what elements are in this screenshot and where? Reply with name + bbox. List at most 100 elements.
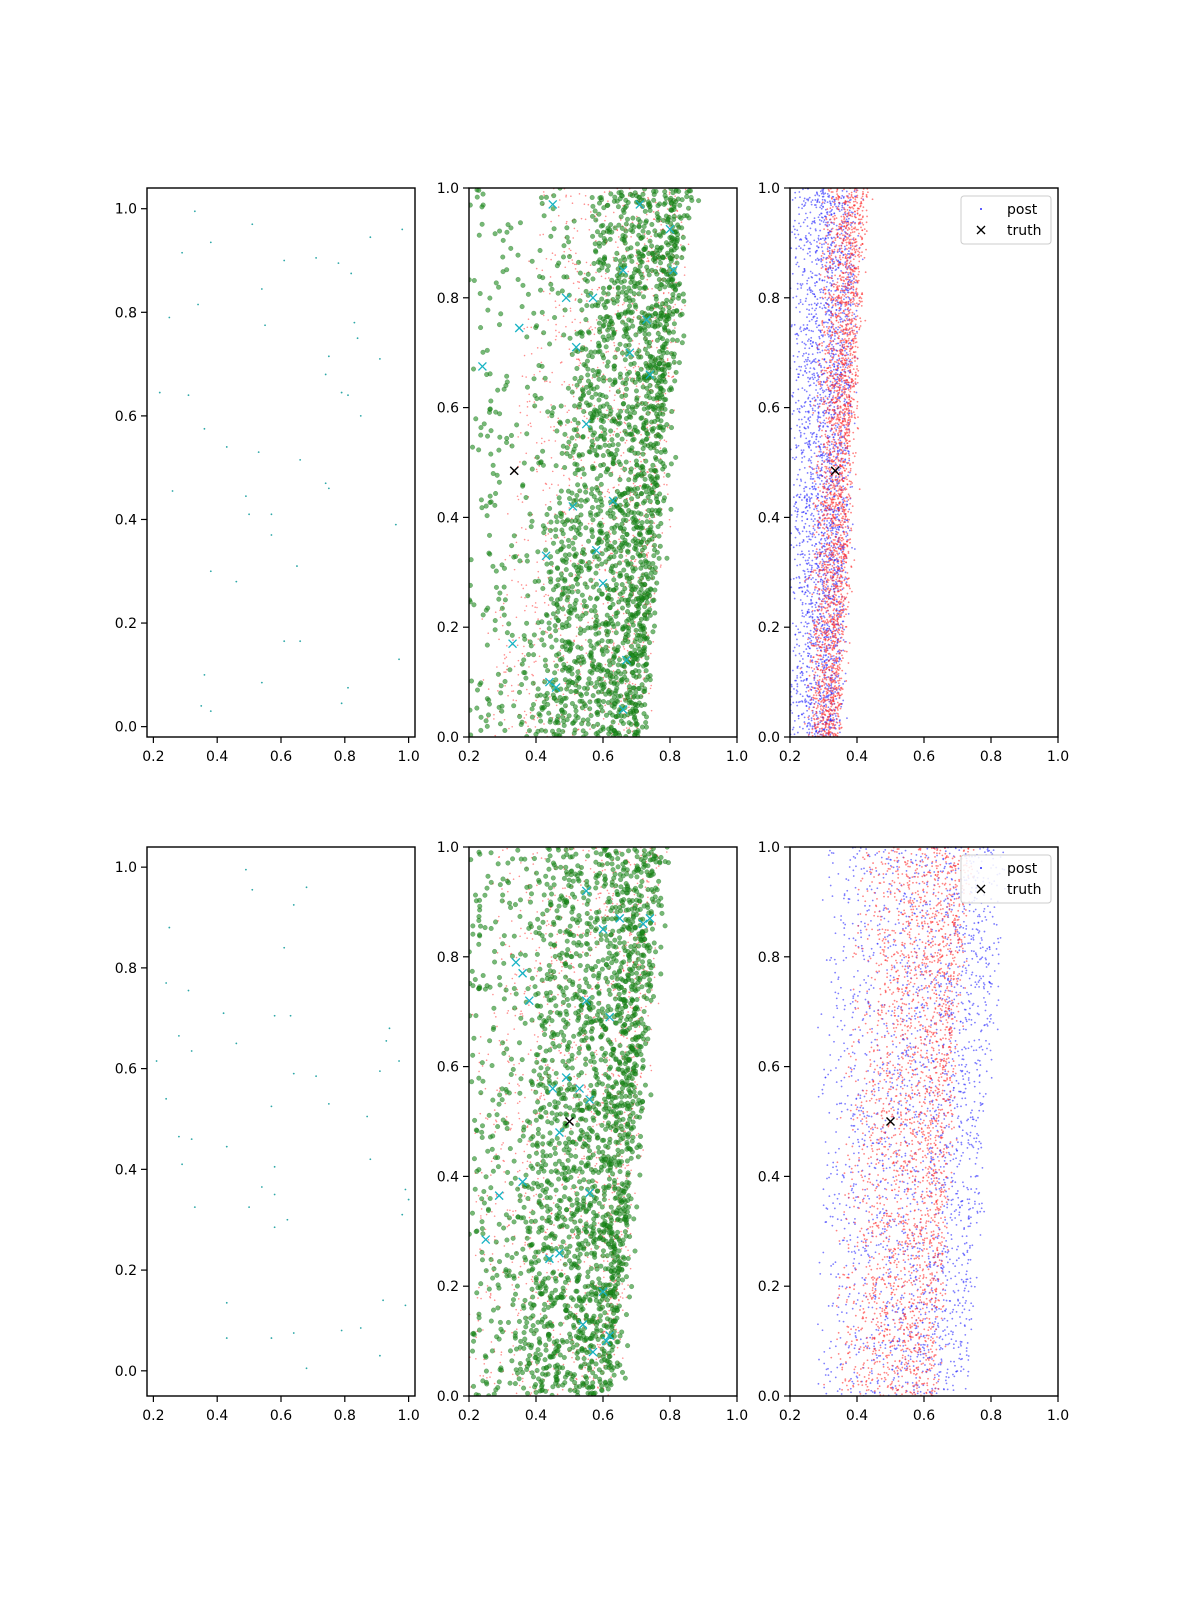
red-point bbox=[613, 341, 615, 344]
data-point bbox=[359, 414, 362, 417]
red-point bbox=[517, 436, 519, 438]
post-point bbox=[817, 680, 820, 683]
green-point bbox=[544, 511, 550, 517]
red-point bbox=[619, 475, 621, 477]
red-point bbox=[550, 258, 552, 261]
red-point bbox=[657, 209, 660, 212]
red-point bbox=[536, 561, 538, 563]
post-point bbox=[829, 202, 832, 204]
post-point bbox=[810, 201, 813, 203]
green-point bbox=[486, 697, 492, 703]
red-point bbox=[576, 626, 578, 629]
green-point bbox=[553, 663, 559, 669]
post-point bbox=[820, 366, 823, 369]
green-point bbox=[627, 303, 633, 309]
green-point bbox=[471, 366, 477, 372]
green-point bbox=[562, 677, 568, 683]
green-point bbox=[541, 704, 547, 710]
red-point bbox=[649, 687, 652, 690]
red-point bbox=[619, 431, 622, 434]
red-point bbox=[604, 663, 607, 666]
green-point bbox=[621, 278, 627, 284]
green-point bbox=[568, 572, 574, 578]
post-point bbox=[810, 276, 813, 278]
post-point bbox=[790, 586, 793, 589]
green-point bbox=[599, 648, 605, 654]
green-point bbox=[611, 366, 617, 372]
green-point bbox=[599, 265, 605, 271]
green-point bbox=[605, 263, 611, 269]
green-point bbox=[555, 582, 561, 588]
green-point bbox=[643, 714, 649, 720]
green-point bbox=[511, 703, 517, 709]
green-point bbox=[588, 680, 594, 686]
green-point bbox=[661, 267, 667, 273]
post-point bbox=[802, 374, 804, 377]
green-point bbox=[659, 373, 665, 379]
green-point bbox=[591, 494, 597, 500]
red-point bbox=[567, 260, 570, 263]
post-point bbox=[841, 588, 844, 591]
green-point bbox=[551, 193, 557, 199]
green-point bbox=[524, 334, 530, 340]
red-point bbox=[628, 727, 631, 729]
green-point bbox=[635, 538, 641, 544]
green-point bbox=[598, 417, 604, 423]
red-point bbox=[636, 215, 638, 218]
green-point bbox=[538, 718, 544, 724]
red-point bbox=[593, 405, 596, 407]
red-point bbox=[617, 484, 620, 486]
green-point bbox=[641, 636, 647, 642]
green-point bbox=[609, 229, 615, 235]
post-point bbox=[806, 589, 809, 592]
post-point bbox=[830, 683, 833, 685]
post-point bbox=[809, 270, 812, 273]
post-point bbox=[839, 291, 842, 294]
green-point bbox=[634, 199, 640, 205]
green-point bbox=[610, 460, 616, 466]
green-point bbox=[469, 202, 473, 208]
green-point bbox=[548, 560, 554, 566]
post-point bbox=[807, 652, 809, 655]
data-point bbox=[171, 490, 174, 492]
green-point bbox=[538, 395, 544, 401]
post-point bbox=[803, 615, 805, 618]
green-point bbox=[657, 304, 663, 310]
red-point bbox=[587, 203, 590, 206]
post-point bbox=[816, 326, 818, 329]
post-point bbox=[813, 545, 816, 547]
green-point bbox=[626, 542, 632, 548]
green-point bbox=[519, 682, 525, 688]
green-point bbox=[563, 567, 569, 573]
post-point bbox=[801, 603, 804, 606]
post-point bbox=[824, 453, 827, 455]
green-point bbox=[623, 221, 629, 227]
green-point bbox=[548, 596, 554, 602]
post-point bbox=[838, 633, 841, 636]
green-point bbox=[605, 327, 611, 333]
red-point bbox=[571, 384, 574, 386]
green-point bbox=[625, 334, 631, 340]
red-point bbox=[652, 211, 655, 213]
green-point bbox=[533, 731, 539, 737]
green-point bbox=[615, 668, 621, 674]
red-point bbox=[611, 552, 613, 555]
green-point bbox=[594, 412, 600, 418]
post-point bbox=[820, 625, 823, 628]
post-point bbox=[810, 303, 813, 306]
data-point bbox=[327, 355, 330, 358]
green-point bbox=[578, 497, 584, 503]
red-point bbox=[660, 223, 663, 226]
red-point bbox=[493, 713, 495, 716]
post-point bbox=[813, 622, 815, 625]
green-point bbox=[601, 256, 607, 262]
red-point bbox=[684, 188, 687, 191]
post-point bbox=[811, 485, 814, 488]
post-point bbox=[828, 625, 831, 628]
green-point bbox=[651, 425, 657, 431]
green-point bbox=[578, 645, 584, 651]
red-point bbox=[528, 692, 531, 695]
red-point bbox=[634, 484, 636, 487]
post-point bbox=[842, 639, 845, 641]
green-point bbox=[660, 466, 666, 472]
